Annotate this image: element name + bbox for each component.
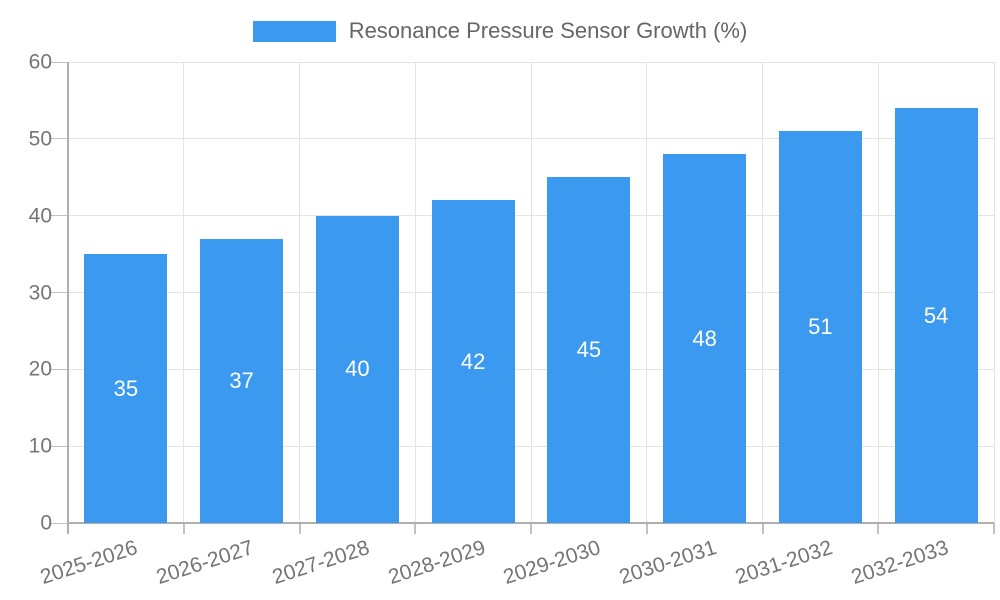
bar[interactable] (431, 200, 515, 523)
y-axis-tick-label: 0 (40, 511, 52, 535)
x-axis-tick (298, 523, 301, 534)
x-axis-tick (645, 523, 648, 534)
bar[interactable] (663, 154, 747, 523)
y-axis-tick (49, 61, 68, 63)
y-axis-tick (49, 138, 68, 140)
x-axis-tick (993, 523, 995, 534)
y-axis-tick-label: 40 (28, 204, 52, 228)
bar[interactable] (778, 131, 862, 523)
gridline-vertical (993, 62, 995, 523)
legend-swatch-icon (252, 20, 336, 42)
y-axis-tick-label: 30 (28, 281, 52, 304)
bar[interactable] (547, 177, 631, 523)
x-axis-line (68, 522, 994, 524)
x-axis-tick-label: 2025-2026 (38, 536, 141, 589)
bar-value-label: 51 (808, 314, 833, 340)
bar[interactable] (315, 215, 399, 523)
y-axis-tick (49, 292, 68, 293)
gridline-vertical (877, 62, 879, 523)
bar[interactable] (84, 254, 168, 523)
bar-value-label: 37 (229, 367, 254, 393)
x-axis-tick (530, 523, 532, 534)
x-axis-tick-label: 2029-2030 (501, 536, 604, 589)
gridline-vertical (183, 62, 185, 523)
legend-item[interactable]: Resonance Pressure Sensor Growth (%) (252, 18, 748, 43)
bar-value-label: 35 (113, 375, 139, 401)
x-axis-tick (761, 523, 764, 534)
bar-value-label: 48 (692, 325, 717, 351)
x-axis-tick-label: 2028-2029 (385, 536, 488, 589)
bar-value-label: 54 (923, 302, 949, 328)
y-axis-tick-label: 20 (28, 357, 52, 381)
bar[interactable] (894, 108, 978, 523)
legend: Resonance Pressure Sensor Growth (%) (0, 20, 1000, 42)
bar-value-label: 45 (576, 337, 602, 363)
bar-value-label: 42 (460, 348, 486, 374)
legend-label: Resonance Pressure Sensor Growth (%) (348, 18, 748, 43)
gridline-vertical (530, 62, 532, 523)
y-axis-tick (49, 368, 68, 370)
x-axis-tick (877, 523, 880, 534)
y-axis-tick-label: 50 (28, 127, 52, 151)
bar-value-label: 40 (345, 356, 370, 382)
y-axis-tick-label: 60 (28, 50, 52, 74)
x-axis-tick-label: 2031-2032 (732, 536, 836, 589)
x-axis-tick-label: 2030-2031 (616, 536, 720, 589)
x-axis-tick (182, 523, 185, 534)
gridline-vertical (414, 62, 416, 523)
x-axis-tick-label: 2032-2033 (848, 536, 951, 589)
y-axis-tick (49, 445, 68, 447)
x-axis-tick-label: 2026-2027 (153, 536, 257, 589)
x-axis-tick (414, 523, 417, 534)
gridline-vertical (646, 62, 648, 523)
y-axis-tick-label: 10 (28, 434, 52, 458)
y-axis-tick (49, 522, 68, 524)
bar[interactable] (200, 238, 284, 523)
y-axis-tick (49, 215, 68, 217)
y-axis-line (67, 62, 69, 534)
x-axis-tick-label: 2027-2028 (269, 536, 373, 589)
gridline-vertical (762, 62, 763, 523)
gridline-vertical (299, 62, 300, 523)
